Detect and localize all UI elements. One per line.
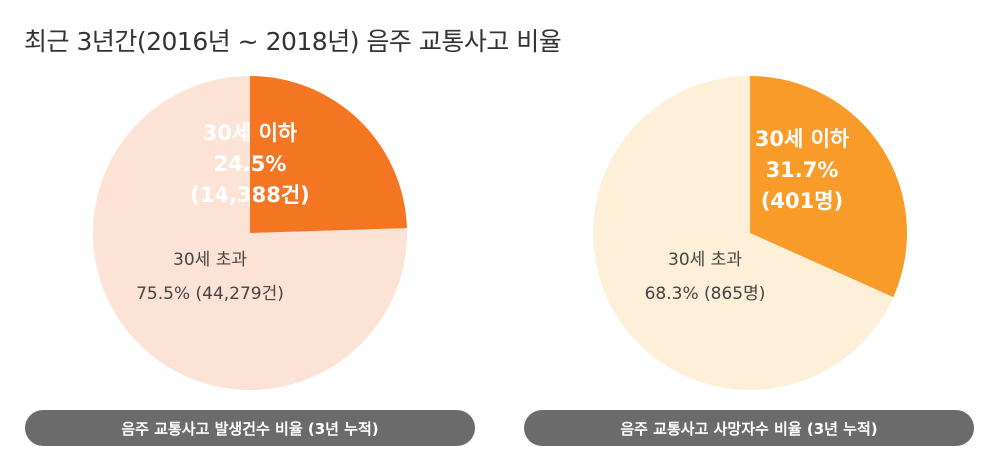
pie-charts: 30세 이하 24.5% (14,388건) 30세 초과 75.5% (44,279건… — [92, 76, 908, 391]
slice-pct-over-30: 75.5% (44,279건) — [136, 284, 284, 304]
pie-slice-under-30 — [250, 76, 407, 233]
slice-label-over-30: 30세 초과 — [173, 250, 247, 270]
chart-title: 최근 3년간(2016년 ~ 2018년) 음주 교통사고 비율 — [24, 27, 562, 56]
slice-label-under-30: 30세 이하 — [203, 121, 298, 145]
pie-slice-over-30 — [593, 76, 894, 391]
caption-fatalities: 음주 교통사고 사망자수 비율 (3년 누적) — [524, 410, 974, 446]
slice-label-under-30: 30세 이하 — [755, 127, 850, 151]
slice-count-under-30: (14,388건) — [190, 183, 310, 207]
slice-count-under-30: (401명) — [761, 189, 843, 213]
pie-chart-fatalities: 30세 이하 31.7% (401명) 30세 초과 68.3% (865명) — [593, 76, 908, 391]
slice-pct-under-30: 24.5% — [214, 152, 287, 176]
pie-chart-accidents: 30세 이하 24.5% (14,388건) 30세 초과 75.5% (44,279건… — [92, 76, 407, 390]
pie-slice-under-30 — [750, 76, 908, 298]
caption-accidents: 음주 교통사고 발생건수 비율 (3년 누적) — [25, 410, 475, 446]
slice-pct-under-30: 31.7% — [766, 158, 839, 182]
slice-pct-over-30: 68.3% (865명) — [645, 284, 766, 304]
slice-label-over-30: 30세 초과 — [668, 250, 742, 270]
pie-slice-over-30 — [92, 76, 407, 390]
